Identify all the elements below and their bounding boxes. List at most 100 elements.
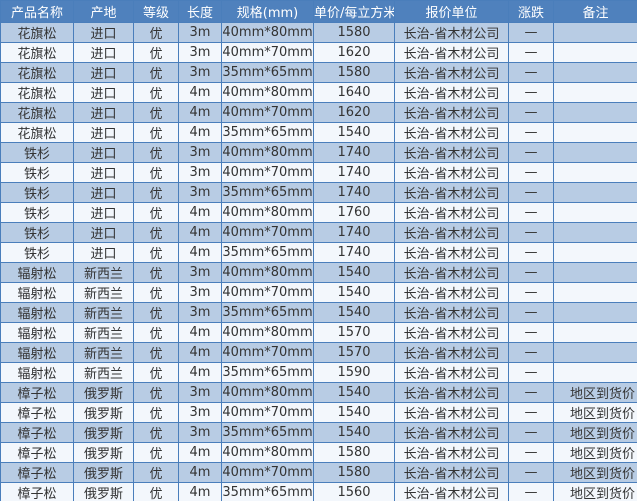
cell-origin: 俄罗斯: [73, 382, 134, 403]
cell-origin: 进口: [73, 42, 134, 63]
cell-unit-price: 1740: [313, 182, 395, 203]
cell-length: 4m: [178, 462, 222, 483]
cell-quoting-unit: 长治-省木材公司: [394, 422, 509, 443]
cell-origin: 进口: [73, 102, 134, 123]
cell-origin: 新西兰: [73, 262, 134, 283]
cell-length: 3m: [178, 382, 222, 403]
cell-spec: 40mm*80mm: [221, 322, 314, 343]
cell-remark: [553, 142, 637, 163]
cell-unit-price: 1540: [313, 422, 395, 443]
table-row: 樟子松 俄罗斯优 4m 40mm*70mm 1580 长治-省木材公司 — 地区到货价: [0, 462, 637, 483]
cell-price-change: —: [508, 422, 554, 443]
cell-quoting-unit: 长治-省木材公司: [394, 202, 509, 223]
table-row: 樟子松 俄罗斯优 3m 40mm*70mm 1540 长治-省木材公司 — 地区到货价: [0, 402, 637, 423]
cell-spec: 40mm*70mm: [221, 162, 314, 183]
cell-length: 3m: [178, 282, 222, 303]
cell-grade: 优: [133, 382, 179, 403]
cell-product-name: 花旗松: [0, 82, 74, 103]
cell-quoting-unit: 长治-省木材公司: [394, 462, 509, 483]
cell-quoting-unit: 长治-省木材公司: [394, 402, 509, 423]
cell-remark: [553, 362, 637, 383]
cell-length: 3m: [178, 422, 222, 443]
cell-product-name: 樟子松: [0, 482, 74, 501]
cell-product-name: 樟子松: [0, 442, 74, 463]
cell-length: 4m: [178, 442, 222, 463]
cell-remark: [553, 262, 637, 283]
cell-unit-price: 1540: [313, 382, 395, 403]
header-product-name: 产品名称: [0, 0, 74, 23]
cell-length: 4m: [178, 322, 222, 343]
cell-length: 4m: [178, 202, 222, 223]
table-row: 辐射松 新西兰优 3m 40mm*70mm 1540 长治-省木材公司 —: [0, 282, 637, 303]
cell-origin: 进口: [73, 222, 134, 243]
cell-product-name: 花旗松: [0, 22, 74, 43]
cell-unit-price: 1540: [313, 122, 395, 143]
cell-remark: [553, 342, 637, 363]
cell-price-change: —: [508, 302, 554, 323]
cell-price-change: —: [508, 342, 554, 363]
cell-origin: 进口: [73, 242, 134, 263]
cell-length: 3m: [178, 42, 222, 63]
cell-unit-price: 1560: [313, 482, 395, 501]
table-row: 樟子松 俄罗斯优 4m 40mm*80mm 1580 长治-省木材公司 — 地区到货价: [0, 442, 637, 463]
cell-unit-price: 1640: [313, 82, 395, 103]
header-length: 长度: [178, 0, 222, 23]
cell-spec: 40mm*70mm: [221, 282, 314, 303]
cell-origin: 俄罗斯: [73, 442, 134, 463]
header-unit-price: 单价/每立方米: [313, 0, 395, 23]
cell-unit-price: 1740: [313, 242, 395, 263]
header-spec: 规格(mm): [221, 0, 314, 23]
cell-length: 3m: [178, 302, 222, 323]
cell-length: 3m: [178, 62, 222, 83]
cell-grade: 优: [133, 222, 179, 243]
cell-origin: 进口: [73, 82, 134, 103]
cell-length: 3m: [178, 262, 222, 283]
cell-remark: [553, 122, 637, 143]
cell-grade: 优: [133, 402, 179, 423]
cell-unit-price: 1570: [313, 342, 395, 363]
cell-grade: 优: [133, 442, 179, 463]
cell-unit-price: 1620: [313, 42, 395, 63]
cell-grade: 优: [133, 122, 179, 143]
cell-remark: [553, 62, 637, 83]
cell-price-change: —: [508, 462, 554, 483]
table-row: 花旗松 进口优 3m 40mm*70mm 1620 长治-省木材公司 —: [0, 42, 637, 63]
cell-grade: 优: [133, 482, 179, 501]
cell-spec: 40mm*80mm: [221, 142, 314, 163]
cell-price-change: —: [508, 442, 554, 463]
cell-remark: 地区到货价: [553, 422, 637, 443]
cell-spec: 40mm*80mm: [221, 82, 314, 103]
table-row: 花旗松 进口优 4m 40mm*70mm 1620 长治-省木材公司 —: [0, 102, 637, 123]
cell-unit-price: 1620: [313, 102, 395, 123]
cell-unit-price: 1540: [313, 402, 395, 423]
cell-length: 3m: [178, 142, 222, 163]
cell-length: 4m: [178, 362, 222, 383]
cell-unit-price: 1580: [313, 442, 395, 463]
cell-origin: 俄罗斯: [73, 422, 134, 443]
cell-product-name: 樟子松: [0, 462, 74, 483]
cell-quoting-unit: 长治-省木材公司: [394, 342, 509, 363]
cell-spec: 40mm*70mm: [221, 402, 314, 423]
cell-length: 4m: [178, 342, 222, 363]
cell-price-change: —: [508, 262, 554, 283]
cell-spec: 40mm*80mm: [221, 262, 314, 283]
cell-grade: 优: [133, 422, 179, 443]
cell-price-change: —: [508, 322, 554, 343]
cell-product-name: 辐射松: [0, 262, 74, 283]
cell-spec: 35mm*65mm: [221, 302, 314, 323]
cell-price-change: —: [508, 382, 554, 403]
cell-remark: [553, 282, 637, 303]
cell-remark: 地区到货价: [553, 402, 637, 423]
cell-grade: 优: [133, 102, 179, 123]
cell-origin: 进口: [73, 122, 134, 143]
cell-quoting-unit: 长治-省木材公司: [394, 282, 509, 303]
cell-origin: 进口: [73, 182, 134, 203]
cell-product-name: 花旗松: [0, 62, 74, 83]
table-row: 辐射松 新西兰优 4m 35mm*65mm 1590 长治-省木材公司 —: [0, 362, 637, 383]
cell-grade: 优: [133, 22, 179, 43]
cell-product-name: 铁杉: [0, 222, 74, 243]
cell-spec: 35mm*65mm: [221, 122, 314, 143]
cell-spec: 35mm*65mm: [221, 182, 314, 203]
table-row: 花旗松 进口优 4m 40mm*80mm 1640 长治-省木材公司 —: [0, 82, 637, 103]
